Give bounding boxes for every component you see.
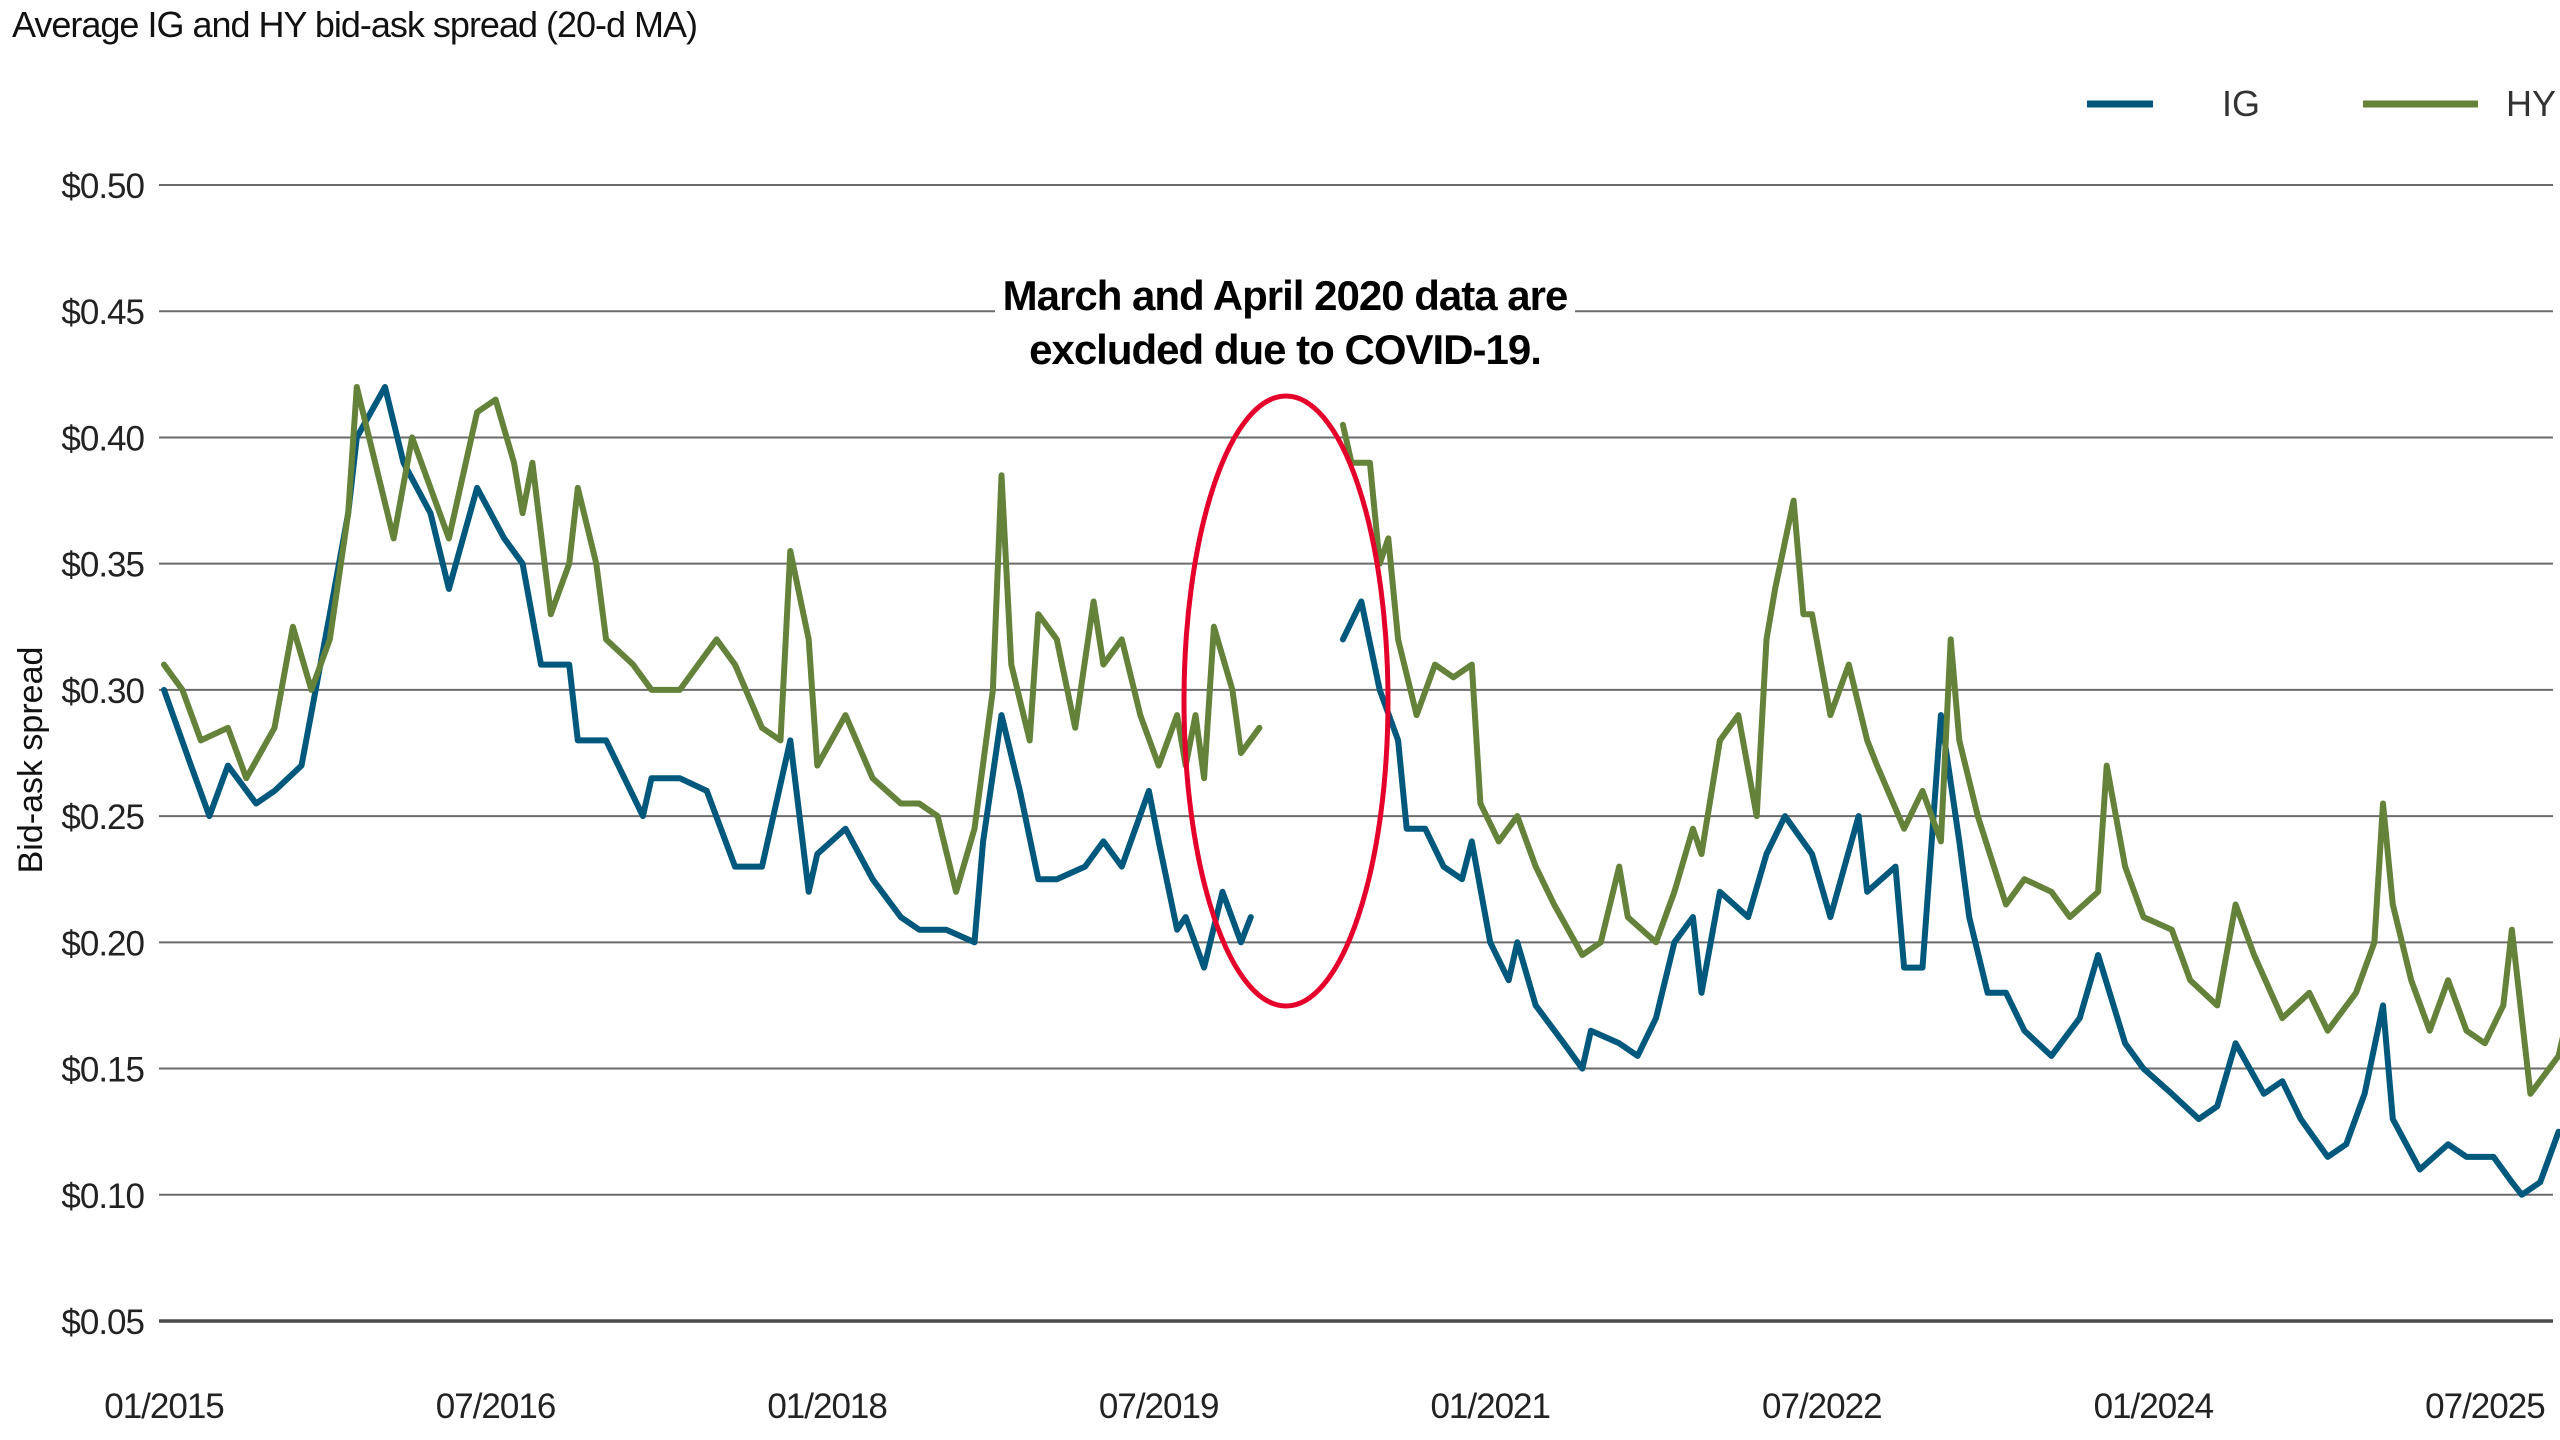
annotation-line-1: March and April 2020 data are: [1003, 272, 1568, 319]
hy-series-line-segment-1: [161, 384, 1263, 895]
annotation-background: [995, 262, 1575, 362]
ig-series-line-segment-1: [161, 384, 1254, 971]
y-tick-label: $0.25: [61, 798, 144, 837]
gap-highlight-ellipse: [1181, 393, 1391, 1009]
y-axis-ticks: $0.50 $0.45 $0.40 $0.35 $0.30 $0.25 $0.20 $0.15…: [61, 167, 145, 1342]
legend-ig-label: IG: [2222, 83, 2260, 124]
y-tick-label: $0.10: [61, 1177, 144, 1216]
series-lines: [161, 384, 2560, 1198]
x-tick-label: 01/2021: [1430, 1387, 1550, 1426]
legend: IG HY: [2087, 83, 2556, 124]
legend-hy-label: HY: [2506, 83, 2556, 124]
x-tick-label: 01/2018: [767, 1387, 887, 1426]
annotation-line-2: excluded due to COVID-19.: [1029, 326, 1541, 373]
x-tick-label: 01/2024: [2094, 1387, 2214, 1426]
x-tick-label: 07/2016: [436, 1387, 556, 1426]
y-tick-label: $0.50: [61, 167, 144, 206]
y-tick-label: $0.30: [61, 672, 144, 711]
covid-annotation: March and April 2020 data are excluded d…: [995, 262, 1575, 1009]
y-tick-label: $0.20: [61, 924, 144, 963]
y-tick-label: $0.40: [61, 419, 144, 458]
x-tick-label: 07/2025: [2425, 1387, 2545, 1426]
y-tick-label: $0.45: [61, 293, 144, 332]
hy-series-line-segment-2: [1339, 421, 2560, 1097]
x-tick-label: 07/2019: [1099, 1387, 1219, 1426]
y-tick-label: $0.15: [61, 1051, 144, 1090]
x-axis-ticks: 01/2015 07/2016 01/2018 07/2019 01/2021 07/20…: [104, 1387, 2545, 1426]
x-tick-label: 01/2015: [104, 1387, 224, 1426]
y-axis-label: Bid-ask spread: [12, 647, 50, 874]
ig-series-line-segment-2: [1339, 598, 2560, 1198]
y-tick-label: $0.35: [61, 546, 144, 585]
chart-title: Average IG and HY bid-ask spread (20-d M…: [12, 4, 698, 45]
y-tick-label: $0.05: [61, 1303, 144, 1342]
x-tick-label: 07/2022: [1762, 1387, 1882, 1426]
